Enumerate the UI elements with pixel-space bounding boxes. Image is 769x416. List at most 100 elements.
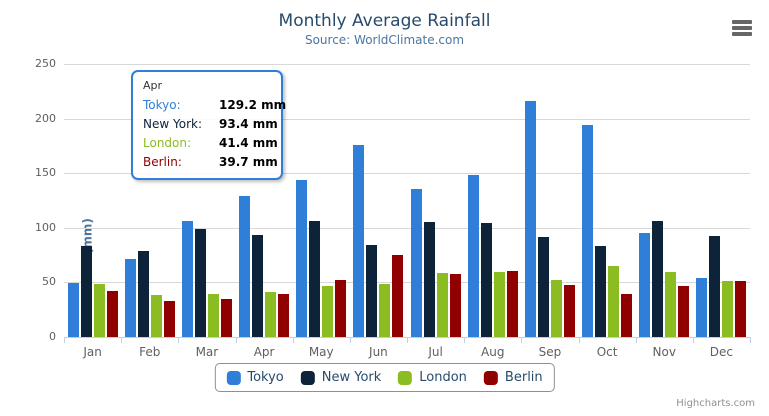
legend-swatch-icon [226, 370, 241, 385]
bar-new-york-jan[interactable] [81, 246, 92, 337]
bar-tokyo-jan[interactable] [68, 283, 79, 337]
tooltip-series-value: 93.4 mm [219, 117, 278, 131]
bar-tokyo-dec[interactable] [696, 278, 707, 337]
x-axis-tick [407, 337, 408, 343]
x-axis-tick [293, 337, 294, 343]
bar-berlin-apr[interactable] [278, 294, 289, 337]
bar-london-jul[interactable] [437, 273, 448, 337]
gridline [64, 173, 750, 175]
bar-tokyo-sep[interactable] [525, 101, 536, 337]
x-axis-tick [236, 337, 237, 343]
x-axis-tick [121, 337, 122, 343]
bar-berlin-may[interactable] [335, 280, 346, 337]
gridline [64, 282, 750, 284]
x-axis-line [64, 337, 750, 338]
y-axis-label: 50 [42, 275, 56, 289]
bar-london-sep[interactable] [551, 280, 562, 337]
legend-item-berlin[interactable]: Berlin [483, 370, 543, 385]
x-axis-tick [693, 337, 694, 343]
bar-berlin-jul[interactable] [450, 274, 461, 337]
y-axis-label: 250 [35, 57, 56, 70]
bar-berlin-aug[interactable] [507, 271, 518, 337]
chart-title: Monthly Average Rainfall [278, 11, 491, 31]
bar-london-jun[interactable] [379, 284, 390, 337]
bar-tokyo-feb[interactable] [125, 259, 136, 337]
x-axis-label: Jul [428, 345, 443, 359]
bar-london-mar[interactable] [208, 294, 219, 337]
bar-berlin-jun[interactable] [392, 255, 403, 337]
x-axis-tick [636, 337, 637, 343]
bar-new-york-feb[interactable] [138, 251, 149, 337]
tooltip: Apr Tokyo: 129.2 mm New York: 93.4 mm London… [131, 70, 287, 180]
gridline [64, 118, 750, 120]
bar-tokyo-may[interactable] [296, 180, 307, 337]
legend-label: Tokyo [247, 370, 284, 385]
y-axis-label: 200 [35, 111, 56, 125]
bar-tokyo-apr[interactable] [239, 196, 250, 337]
bar-london-apr[interactable] [265, 292, 276, 337]
bar-berlin-nov[interactable] [678, 286, 689, 337]
bar-berlin-mar[interactable] [221, 299, 232, 337]
tooltip-series-name: New York: [143, 117, 202, 131]
bar-london-oct[interactable] [608, 266, 619, 337]
x-axis-tick [464, 337, 465, 343]
credits-link[interactable]: Highcharts.com [676, 398, 755, 409]
legend-item-tokyo[interactable]: Tokyo [226, 370, 284, 385]
bar-new-york-oct[interactable] [595, 246, 606, 337]
bar-new-york-jul[interactable] [424, 222, 435, 337]
x-axis-label: Sep [538, 345, 562, 359]
tooltip-series-name: London: [143, 136, 192, 150]
legend-swatch-icon [483, 370, 498, 385]
bar-london-may[interactable] [322, 286, 333, 337]
gridline [64, 64, 750, 65]
bar-new-york-nov[interactable] [652, 221, 663, 337]
hamburger-icon [732, 32, 752, 36]
bar-new-york-apr[interactable] [252, 235, 263, 337]
legend-item-new-york[interactable]: New York [300, 370, 381, 385]
bar-tokyo-jun[interactable] [353, 145, 364, 337]
legend-item-london[interactable]: London [398, 370, 467, 385]
export-menu-button[interactable] [732, 20, 752, 36]
bar-new-york-aug[interactable] [481, 223, 492, 337]
tooltip-series-name: Berlin: [143, 155, 182, 169]
bar-berlin-oct[interactable] [621, 294, 632, 337]
bar-london-jan[interactable] [94, 284, 105, 337]
legend-label: London [419, 370, 467, 385]
x-axis-tick [64, 337, 65, 343]
x-axis-tick [178, 337, 179, 343]
bar-berlin-sep[interactable] [564, 285, 575, 337]
legend-swatch-icon [300, 370, 315, 385]
bar-new-york-jun[interactable] [366, 245, 377, 337]
tooltip-series-value: 41.4 mm [219, 136, 278, 150]
bar-tokyo-mar[interactable] [182, 221, 193, 337]
x-axis-label: Jan [83, 345, 102, 359]
legend-swatch-icon [398, 370, 413, 385]
bar-new-york-dec[interactable] [709, 236, 720, 337]
x-axis-label: Mar [195, 345, 219, 359]
plot-area: Rainfall (mm) JanFebMarAprMayJunJulAugSe… [64, 64, 751, 359]
bar-berlin-feb[interactable] [164, 301, 175, 337]
gridline [64, 227, 750, 229]
bar-new-york-sep[interactable] [538, 237, 549, 337]
bar-new-york-may[interactable] [309, 221, 320, 337]
x-axis-tick [750, 337, 751, 343]
bar-london-aug[interactable] [494, 272, 505, 337]
bar-london-nov[interactable] [665, 272, 676, 337]
bar-tokyo-oct[interactable] [582, 125, 593, 337]
tooltip-series-value: 129.2 mm [219, 98, 287, 112]
bar-tokyo-nov[interactable] [639, 233, 650, 337]
bar-berlin-jan[interactable] [107, 291, 118, 337]
bar-tokyo-jul[interactable] [411, 189, 422, 337]
tooltip-header: Apr [143, 79, 163, 92]
legend-label: Berlin [504, 370, 543, 385]
bar-tokyo-aug[interactable] [468, 175, 479, 337]
x-axis-label: Dec [709, 345, 734, 359]
x-axis-tick [350, 337, 351, 343]
bar-new-york-mar[interactable] [195, 229, 206, 337]
bar-berlin-dec[interactable] [735, 281, 746, 337]
bar-london-dec[interactable] [722, 281, 733, 337]
x-axis-tick [579, 337, 580, 343]
bar-london-feb[interactable] [151, 295, 162, 337]
hamburger-icon [732, 20, 752, 24]
